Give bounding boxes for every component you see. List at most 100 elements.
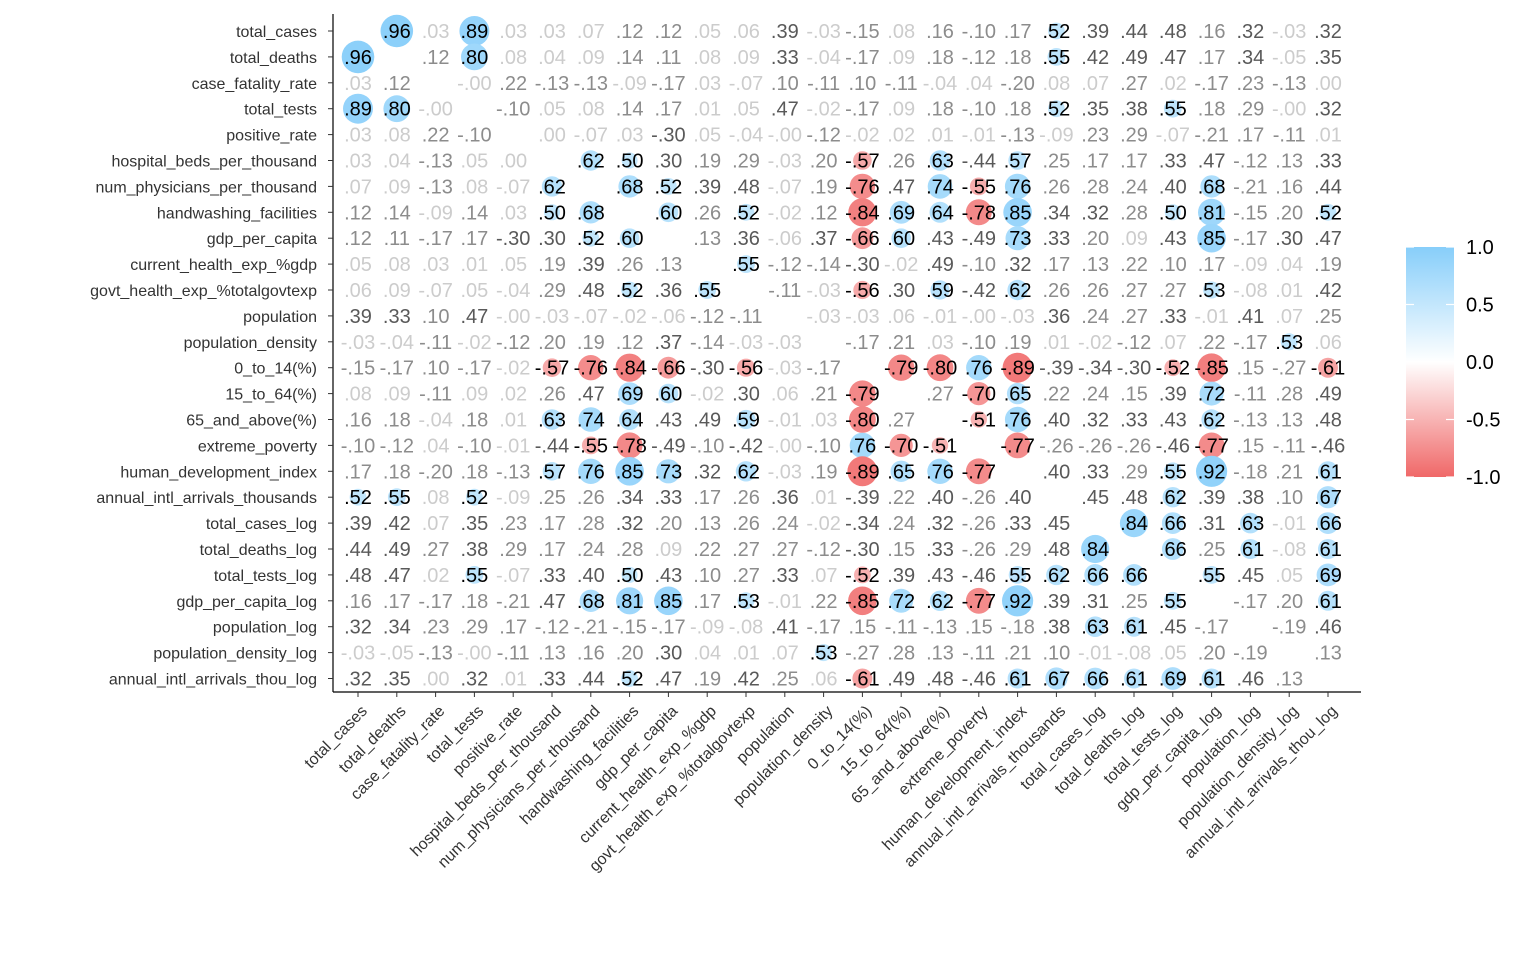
correlation-value: .19 [538,254,566,276]
correlation-value: -.10 [341,435,375,457]
correlation-value: .63 [538,410,566,432]
correlation-value: -.02 [884,254,918,276]
correlation-value: .26 [1081,280,1109,302]
correlation-value: .76 [965,358,993,380]
correlation-value: .26 [538,384,566,406]
correlation-point [1198,432,1225,459]
correlation-value: .35 [460,513,488,535]
y-tick-label-population-density: population_density [184,335,317,352]
correlation-value: .32 [460,669,488,691]
correlation-value: .18 [460,410,488,432]
correlation-value: -.26 [1078,435,1112,457]
correlation-value: -.11 [885,73,918,95]
correlation-value: .33 [1042,228,1070,250]
correlation-value: .43 [926,228,954,250]
correlation-value: .39 [1198,487,1226,509]
correlation-value: .30 [654,643,682,665]
correlation-value: -.19 [1272,617,1306,639]
correlation-point [343,93,373,124]
correlation-value: .55 [1042,47,1070,69]
correlation-point [658,383,679,404]
correlation-point [1316,486,1340,509]
correlation-point [848,586,877,616]
correlation-value: .31 [1198,513,1226,535]
correlation-value: .19 [810,176,838,198]
correlation-point [847,456,878,487]
correlation-value: -.01 [962,125,996,147]
correlation-value: .19 [1004,332,1032,354]
correlation-value: .20 [1275,591,1303,613]
correlation-point [1197,353,1226,383]
correlation-value: .28 [1275,384,1303,406]
correlation-value: .69 [887,202,915,224]
correlation-value: -.13 [1233,410,1267,432]
correlation-value: .50 [538,202,566,224]
correlation-value: .43 [1159,228,1187,250]
correlation-value: .05 [499,254,527,276]
correlation-value: .55 [383,487,411,509]
correlation-point [1280,333,1298,351]
correlation-value: .26 [577,487,605,509]
correlation-point [1240,512,1261,534]
correlation-value: -.46 [962,565,996,587]
correlation-point [1318,357,1338,378]
correlation-point [1240,539,1261,559]
correlation-value: .01 [1275,280,1303,302]
correlation-value: .33 [771,47,799,69]
correlation-point [578,458,604,484]
correlation-value: .24 [1120,176,1148,198]
correlation-value: -.03 [341,643,375,665]
correlation-value: .49 [926,254,954,276]
correlation-value: .52 [1042,99,1070,121]
correlation-point [1318,590,1338,611]
correlation-value: .69 [1314,565,1342,587]
correlation-point [1319,203,1337,221]
correlation-value: .04 [538,47,566,69]
correlation-value: .34 [616,487,644,509]
correlation-point [698,281,717,299]
correlation-value: -.89 [1000,358,1034,380]
correlation-value: .05 [344,254,372,276]
correlation-value: -.44 [535,435,569,457]
correlation-value: -.46 [1311,435,1345,457]
correlation-value: .40 [1042,461,1070,483]
correlation-value: -.05 [1272,47,1306,69]
correlation-value: .47 [1159,47,1187,69]
correlation-value: .37 [654,332,682,354]
correlation-value: -.00 [768,435,802,457]
correlation-value: .16 [577,643,605,665]
correlation-value: .12 [383,73,411,95]
correlation-value: .81 [1198,202,1226,224]
correlation-value: .92 [1004,591,1032,613]
correlation-value: .30 [538,228,566,250]
correlation-value: .38 [1042,617,1070,639]
correlation-value: -.10 [962,99,996,121]
correlation-value: -.55 [962,176,996,198]
correlation-value: .08 [887,21,915,43]
correlation-value: .01 [460,254,488,276]
correlation-value: .33 [654,487,682,509]
correlation-value: -.10 [962,21,996,43]
correlation-value: .14 [616,47,644,69]
correlation-value: .17 [1236,125,1264,147]
correlation-value: .30 [887,280,915,302]
correlation-value: .03 [422,254,450,276]
correlation-value: .62 [1004,280,1032,302]
correlation-value: .07 [771,643,799,665]
correlation-value: .09 [887,99,915,121]
correlation-value: .59 [926,280,954,302]
correlation-point [1123,564,1145,586]
correlation-value: -.01 [1194,306,1228,328]
correlation-value: -.04 [418,410,452,432]
correlation-value: .76 [848,435,876,457]
correlation-value: -.78 [962,202,996,224]
correlation-value: .16 [1198,21,1226,43]
correlation-point [579,201,602,224]
correlation-value: -.07 [496,176,530,198]
correlation-value: .06 [810,669,838,691]
y-tick-label-population-density-log: population_density_log [153,646,317,663]
correlation-value: .21 [887,332,915,354]
correlation-value: -.46 [962,669,996,691]
correlation-value: .76 [577,461,605,483]
correlation-value: .41 [771,617,799,639]
